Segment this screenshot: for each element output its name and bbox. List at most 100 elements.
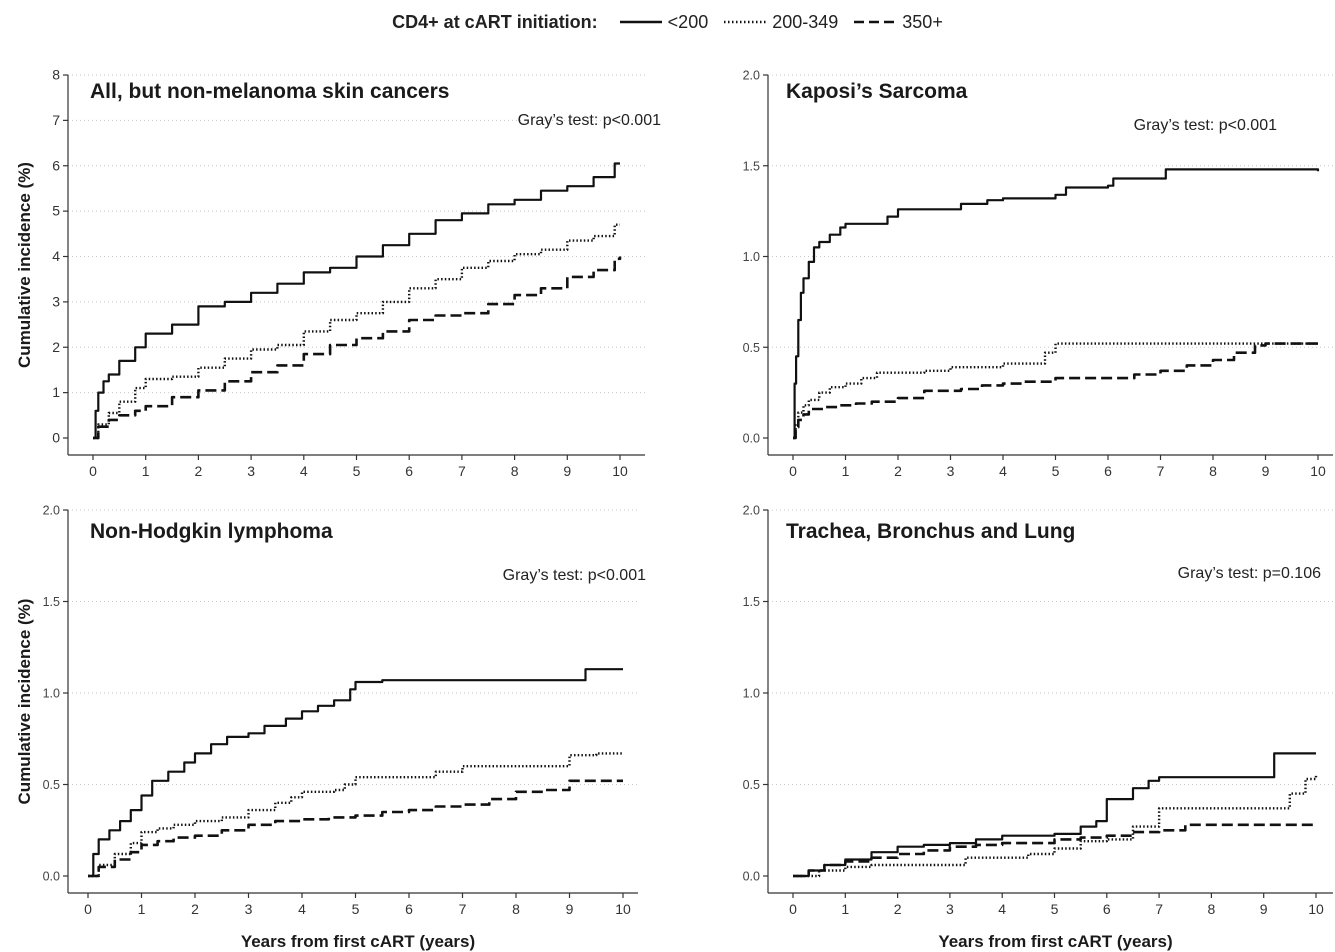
chart-legend: CD4+ at cART initiation: <200 200-349 35… bbox=[0, 8, 1335, 36]
x-tick-label: 2 bbox=[894, 463, 902, 479]
legend-entry-lt200: <200 bbox=[618, 11, 709, 33]
x-tick-label: 4 bbox=[999, 463, 1007, 479]
y-tick-label: 1.5 bbox=[743, 159, 760, 173]
x-tick-label: 10 bbox=[615, 901, 631, 917]
x-tick-label: 6 bbox=[1104, 463, 1112, 479]
x-tick-label: 8 bbox=[511, 463, 519, 479]
y-tick-label: 1.5 bbox=[43, 595, 60, 609]
legend-entry-200-349: 200-349 bbox=[722, 12, 838, 33]
legend-swatch-dotted bbox=[724, 20, 767, 24]
series-line-dotted bbox=[793, 775, 1318, 878]
x-tick-label: 6 bbox=[405, 901, 413, 917]
grays-test-annotation: Gray’s test: p<0.001 bbox=[503, 567, 646, 584]
series-line-dashed bbox=[88, 779, 623, 878]
panel-title: All, but non-melanoma skin cancers bbox=[90, 80, 449, 103]
legend-title: CD4+ at cART initiation: bbox=[392, 11, 598, 32]
x-tick-label: 1 bbox=[142, 463, 150, 479]
y-tick-label: 7 bbox=[52, 112, 60, 128]
x-tick-label: 1 bbox=[841, 901, 849, 917]
grays-test-annotation: Gray’s test: p<0.001 bbox=[1134, 117, 1277, 134]
x-tick-label: 4 bbox=[298, 901, 306, 917]
y-tick-label: 4 bbox=[52, 248, 60, 264]
y-tick-label: 5 bbox=[52, 203, 60, 219]
y-tick-label: 0.0 bbox=[43, 870, 60, 884]
y-tick-label: 6 bbox=[52, 157, 60, 173]
y-tick-label: 0 bbox=[52, 430, 60, 446]
legend-swatch-dashed bbox=[854, 20, 897, 24]
x-tick-label: 9 bbox=[566, 901, 574, 917]
x-tick-label: 3 bbox=[245, 901, 253, 917]
x-tick-label: 0 bbox=[789, 463, 797, 479]
panel-title: Kaposi’s Sarcoma bbox=[786, 80, 968, 103]
x-tick-label: 2 bbox=[195, 463, 203, 479]
y-tick-label: 2.0 bbox=[743, 69, 760, 83]
x-tick-label: 7 bbox=[1157, 463, 1165, 479]
x-tick-label: 0 bbox=[789, 901, 797, 917]
legend-label-350plus: 350+ bbox=[902, 11, 943, 32]
x-tick-label: 5 bbox=[1051, 901, 1059, 917]
x-tick-label: 8 bbox=[1208, 901, 1216, 917]
y-tick-label: 0.5 bbox=[743, 341, 760, 355]
x-tick-label: 8 bbox=[512, 901, 520, 917]
series-line-dotted bbox=[793, 342, 1318, 440]
x-tick-label: 4 bbox=[998, 901, 1006, 917]
x-tick-label: 4 bbox=[300, 463, 308, 479]
legend-entry-350plus: 350+ bbox=[852, 12, 943, 33]
y-tick-label: 3 bbox=[52, 293, 60, 309]
series-line-solid bbox=[793, 168, 1320, 440]
y-tick-label: 1.0 bbox=[743, 250, 760, 264]
x-axis-label: Years from first cART (years) bbox=[241, 932, 475, 951]
grays-test-annotation: Gray’s test: p=0.106 bbox=[1178, 565, 1321, 582]
x-tick-label: 9 bbox=[1260, 901, 1268, 917]
x-tick-label: 6 bbox=[1103, 901, 1111, 917]
legend-swatch-solid bbox=[619, 20, 662, 24]
series-line-solid bbox=[793, 752, 1316, 878]
y-tick-label: 8 bbox=[52, 67, 60, 83]
y-tick-label: 2.0 bbox=[43, 504, 60, 518]
y-axis-label: Cumulative incidence (%) bbox=[15, 162, 34, 368]
x-tick-label: 3 bbox=[947, 463, 955, 479]
x-tick-label: 9 bbox=[1262, 463, 1270, 479]
panel-title: Non-Hodgkin lymphoma bbox=[90, 520, 333, 543]
x-tick-label: 6 bbox=[405, 463, 413, 479]
x-tick-label: 3 bbox=[247, 463, 255, 479]
series-line-dotted bbox=[93, 223, 620, 440]
x-tick-label: 3 bbox=[946, 901, 954, 917]
y-tick-label: 0.5 bbox=[43, 778, 60, 792]
x-tick-label: 0 bbox=[84, 901, 92, 917]
series-line-dashed bbox=[793, 342, 1318, 440]
x-tick-label: 1 bbox=[138, 901, 146, 917]
series-line-solid bbox=[88, 668, 623, 878]
y-tick-label: 2.0 bbox=[743, 504, 760, 518]
x-tick-label: 5 bbox=[352, 901, 360, 917]
x-tick-label: 7 bbox=[1155, 901, 1163, 917]
x-tick-label: 2 bbox=[191, 901, 199, 917]
grays-test-annotation: Gray’s test: p<0.001 bbox=[518, 112, 661, 129]
y-tick-label: 1.0 bbox=[743, 687, 760, 701]
x-tick-label: 5 bbox=[353, 463, 361, 479]
y-tick-label: 1.0 bbox=[43, 687, 60, 701]
x-axis-label: Years from first cART (years) bbox=[938, 932, 1172, 951]
series-line-solid bbox=[93, 162, 620, 440]
x-tick-label: 10 bbox=[1310, 463, 1326, 479]
y-tick-label: 0.5 bbox=[743, 778, 760, 792]
series-line-dashed bbox=[793, 823, 1316, 878]
y-axis-label: Cumulative incidence (%) bbox=[15, 599, 34, 805]
y-tick-label: 0.0 bbox=[743, 870, 760, 884]
panel-title: Trachea, Bronchus and Lung bbox=[786, 520, 1075, 543]
x-tick-label: 5 bbox=[1052, 463, 1060, 479]
y-tick-label: 1.5 bbox=[743, 595, 760, 609]
x-tick-label: 10 bbox=[1308, 901, 1324, 917]
y-tick-label: 2 bbox=[52, 339, 60, 355]
x-tick-label: 7 bbox=[459, 901, 467, 917]
x-tick-label: 2 bbox=[894, 901, 902, 917]
x-tick-label: 8 bbox=[1209, 463, 1217, 479]
y-tick-label: 1 bbox=[52, 384, 60, 400]
x-tick-label: 10 bbox=[612, 463, 628, 479]
legend-label-lt200: <200 bbox=[667, 11, 709, 32]
legend-label-200-349: 200-349 bbox=[772, 11, 839, 32]
series-line-dashed bbox=[93, 256, 622, 440]
x-tick-label: 0 bbox=[89, 463, 97, 479]
y-tick-label: 0.0 bbox=[743, 432, 760, 446]
